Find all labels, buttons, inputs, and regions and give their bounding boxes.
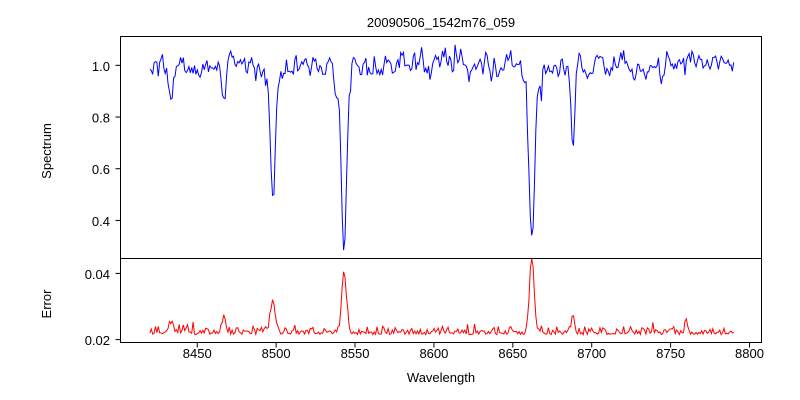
svg-text:0.6: 0.6 — [92, 162, 110, 177]
svg-text:8650: 8650 — [498, 346, 527, 361]
svg-text:Error: Error — [39, 289, 54, 319]
svg-text:8600: 8600 — [419, 346, 448, 361]
svg-text:20090506_1542m76_059: 20090506_1542m76_059 — [367, 15, 515, 30]
svg-text:Spectrum: Spectrum — [39, 123, 54, 179]
svg-text:8550: 8550 — [341, 346, 370, 361]
svg-text:8700: 8700 — [577, 346, 606, 361]
svg-text:8450: 8450 — [183, 346, 212, 361]
svg-text:Wavelength: Wavelength — [407, 370, 475, 385]
svg-text:8750: 8750 — [656, 346, 685, 361]
svg-text:0.04: 0.04 — [85, 267, 110, 282]
svg-text:0.4: 0.4 — [92, 214, 110, 229]
svg-text:8800: 8800 — [735, 346, 764, 361]
svg-text:8500: 8500 — [262, 346, 291, 361]
svg-text:0.8: 0.8 — [92, 111, 110, 126]
svg-text:1.0: 1.0 — [92, 59, 110, 74]
svg-text:0.02: 0.02 — [85, 333, 110, 348]
